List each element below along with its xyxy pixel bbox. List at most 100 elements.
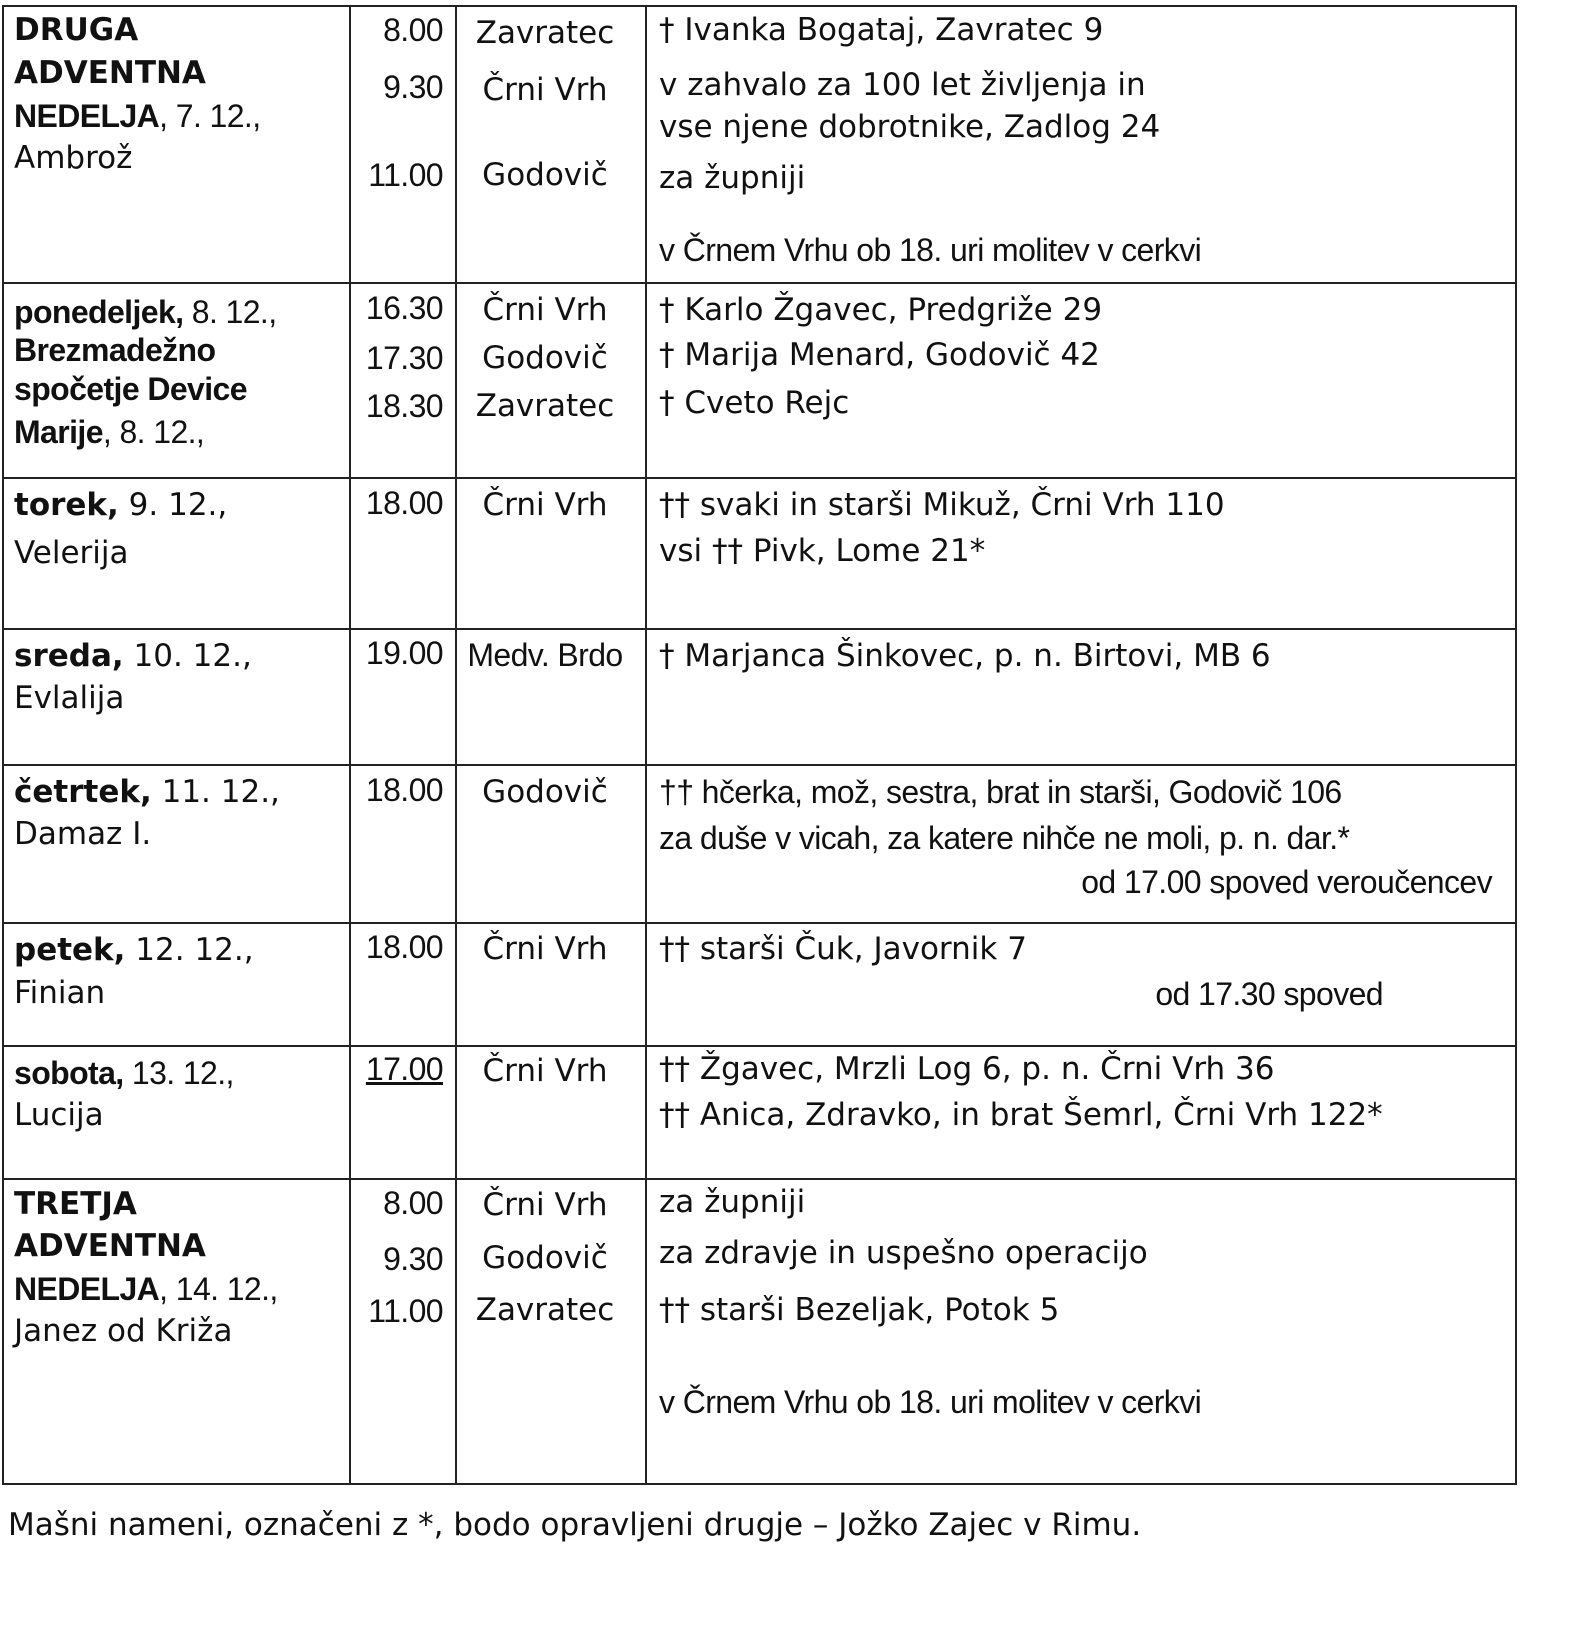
row-divider: [2, 5, 1517, 7]
mass-time: 11.00: [368, 157, 443, 193]
mass-intention: † Marjanca Šinkovec, p. n. Birtovi, MB 6: [659, 638, 1271, 674]
mass-time: 9.30: [383, 69, 443, 105]
day-label-line: Lucija: [14, 1095, 104, 1135]
mass-time: 18.00: [365, 929, 444, 965]
mass-intention: † Karlo Žgavec, Predgriže 29: [659, 292, 1103, 328]
day-date: Velerija: [14, 535, 129, 571]
day-label-line: torek, 9. 12.,: [14, 485, 227, 525]
day-name: Brezmadežno: [14, 332, 216, 368]
day-name: NEDELJA: [14, 1271, 160, 1307]
day-label-line: Velerija: [14, 533, 129, 573]
day-label-line: NEDELJA, 7. 12.,: [14, 96, 261, 136]
mass-intention: od 17.30 spoved: [1155, 976, 1383, 1012]
mass-time: 16.30: [365, 290, 444, 326]
row-divider: [2, 764, 1517, 766]
day-label-line: Damaz I.: [14, 814, 151, 854]
day-date: , 14. 12.,: [159, 1271, 278, 1307]
day-label-line: četrtek, 11. 12.,: [14, 772, 280, 812]
day-name: sobota,: [14, 1055, 124, 1091]
day-date: Lucija: [14, 1097, 104, 1133]
row-divider: [2, 477, 1517, 479]
day-label-line: Janez od Križa: [14, 1311, 232, 1351]
day-date: 12. 12.,: [125, 932, 254, 968]
day-label-line: NEDELJA, 14. 12.,: [14, 1269, 278, 1309]
day-date: Damaz I.: [14, 816, 152, 852]
mass-location: Črni Vrh: [482, 487, 608, 523]
day-name: TRETJA: [14, 1186, 137, 1222]
mass-intention: v Črnem Vrhu ob 18. uri molitev v cerkvi: [659, 232, 1202, 268]
mass-intention: †† Žgavec, Mrzli Log 6, p. n. Črni Vrh 3…: [659, 1051, 1275, 1087]
day-date: Finian: [14, 975, 106, 1011]
row-divider: [2, 628, 1517, 630]
mass-time: 9.30: [383, 1241, 443, 1277]
mass-time: 8.00: [383, 12, 443, 48]
mass-location: Godovič: [482, 1240, 608, 1276]
mass-location: Zavratec: [475, 1292, 615, 1328]
mass-location: Črni Vrh: [482, 931, 608, 967]
mass-location: Črni Vrh: [482, 1187, 608, 1223]
day-date: , 7. 12.,: [159, 98, 261, 134]
mass-time: 19.00: [365, 635, 444, 671]
day-date: 11. 12.,: [151, 774, 280, 810]
mass-intention: vse njene dobrotnike, Zadlog 24: [659, 109, 1161, 145]
row-divider: [2, 1483, 1517, 1485]
mass-intention: †† starši Bezeljak, Potok 5: [659, 1292, 1060, 1328]
mass-intention: †† Anica, Zdravko, in brat Šemrl, Črni V…: [659, 1097, 1383, 1133]
mass-time: 11.00: [368, 1293, 443, 1329]
day-label-line: Finian: [14, 973, 105, 1013]
mass-intention: v zahvalo za 100 let življenja in: [659, 67, 1146, 103]
day-date: 8. 12.,: [183, 294, 277, 330]
day-label-line: TRETJA: [14, 1184, 137, 1224]
day-date: 9. 12.,: [118, 487, 228, 523]
day-name: torek,: [14, 487, 119, 523]
mass-intention: vsi †† Pivk, Lome 21*: [659, 533, 986, 569]
day-name: četrtek,: [14, 774, 152, 810]
mass-time: 18.00: [365, 772, 444, 808]
mass-location: Črni Vrh: [482, 72, 608, 108]
day-name: sreda,: [14, 638, 124, 674]
mass-intention: za župniji: [659, 160, 806, 196]
mass-time: 18.30: [365, 388, 444, 424]
column-divider: [349, 5, 351, 1485]
mass-intention: za duše v vicah, za katere nihče ne moli…: [659, 820, 1350, 856]
day-name: ADVENTNA: [14, 1228, 206, 1264]
day-name: spočetje Device: [14, 371, 248, 407]
mass-intention: v Črnem Vrhu ob 18. uri molitev v cerkvi: [659, 1384, 1202, 1420]
day-name: NEDELJA: [14, 98, 160, 134]
mass-intention: za župniji: [659, 1184, 806, 1220]
row-divider: [2, 282, 1517, 284]
day-label-line: Marije, 8. 12.,: [14, 412, 205, 452]
mass-location: Črni Vrh: [482, 1053, 608, 1089]
column-divider: [2, 5, 4, 1485]
mass-intention: za zdravje in uspešno operacijo: [659, 1235, 1148, 1271]
column-divider: [455, 5, 457, 1485]
row-divider: [2, 922, 1517, 924]
mass-location: Zavratec: [475, 15, 615, 51]
day-label-line: spočetje Device: [14, 369, 248, 409]
day-name: Marije: [14, 414, 103, 450]
mass-time: 18.00: [365, 485, 444, 521]
day-name: DRUGA: [14, 12, 139, 48]
day-label-line: ADVENTNA: [14, 1226, 206, 1266]
day-label-line: DRUGA: [14, 10, 138, 50]
day-date: , 8. 12.,: [102, 414, 205, 450]
day-name: ADVENTNA: [14, 55, 206, 91]
mass-location: Godovič: [482, 774, 608, 810]
mass-intention: † Ivanka Bogataj, Zavratec 9: [659, 12, 1104, 48]
column-divider: [645, 5, 647, 1485]
mass-intention: †† svaki in starši Mikuž, Črni Vrh 110: [659, 487, 1225, 523]
mass-time: 17.30: [365, 340, 444, 376]
mass-time: 8.00: [383, 1185, 443, 1221]
mass-location: Medv. Brdo: [467, 637, 623, 673]
day-date: Evlalija: [14, 680, 125, 716]
mass-location: Črni Vrh: [482, 292, 608, 328]
day-label-line: ponedeljek, 8. 12.,: [14, 292, 277, 332]
day-date: 13. 12.,: [123, 1055, 235, 1091]
mass-intention: †† hčerka, mož, sestra, brat in starši, …: [659, 774, 1342, 810]
row-divider: [2, 1178, 1517, 1180]
column-divider: [1515, 5, 1517, 1485]
day-label-line: Ambrož: [14, 138, 132, 178]
mass-location: Godovič: [482, 157, 608, 193]
day-label-line: Brezmadežno: [14, 330, 216, 370]
footer-note: Mašni nameni, označeni z *, bodo opravlj…: [8, 1507, 1142, 1543]
